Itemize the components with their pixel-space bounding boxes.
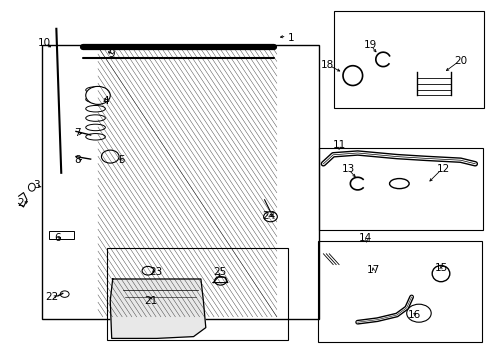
Text: 25: 25 bbox=[213, 267, 226, 277]
Text: 13: 13 bbox=[342, 164, 356, 174]
Ellipse shape bbox=[86, 87, 105, 93]
Text: 5: 5 bbox=[118, 155, 125, 165]
Text: 16: 16 bbox=[407, 310, 421, 320]
Text: 24: 24 bbox=[262, 211, 275, 221]
Text: 2: 2 bbox=[17, 198, 24, 208]
Ellipse shape bbox=[86, 96, 105, 103]
Ellipse shape bbox=[86, 124, 105, 131]
Text: 11: 11 bbox=[332, 140, 346, 150]
Circle shape bbox=[264, 212, 277, 222]
Text: 21: 21 bbox=[144, 296, 158, 306]
Text: 17: 17 bbox=[367, 265, 380, 275]
Text: 6: 6 bbox=[54, 233, 61, 243]
Text: 3: 3 bbox=[33, 180, 40, 190]
Text: 1: 1 bbox=[288, 33, 295, 43]
Text: 15: 15 bbox=[434, 263, 448, 273]
Text: 18: 18 bbox=[320, 60, 334, 70]
Text: 22: 22 bbox=[45, 292, 58, 302]
Text: 20: 20 bbox=[454, 56, 467, 66]
Ellipse shape bbox=[343, 66, 363, 85]
Ellipse shape bbox=[86, 115, 105, 121]
Ellipse shape bbox=[28, 183, 35, 191]
Ellipse shape bbox=[432, 266, 450, 282]
Ellipse shape bbox=[86, 134, 105, 140]
Polygon shape bbox=[110, 279, 206, 338]
Text: 23: 23 bbox=[149, 267, 163, 277]
Circle shape bbox=[60, 291, 69, 297]
Text: 4: 4 bbox=[102, 96, 109, 106]
Circle shape bbox=[101, 150, 119, 163]
Circle shape bbox=[215, 276, 226, 285]
Ellipse shape bbox=[390, 179, 409, 189]
Text: 9: 9 bbox=[108, 49, 115, 59]
Text: 10: 10 bbox=[38, 38, 50, 48]
Text: 8: 8 bbox=[74, 155, 81, 165]
Circle shape bbox=[86, 86, 110, 104]
FancyBboxPatch shape bbox=[49, 231, 74, 239]
Circle shape bbox=[407, 304, 431, 322]
Circle shape bbox=[142, 266, 154, 275]
Text: 12: 12 bbox=[437, 164, 450, 174]
Text: 19: 19 bbox=[363, 40, 377, 50]
Text: 14: 14 bbox=[358, 233, 372, 243]
Ellipse shape bbox=[86, 105, 105, 112]
Text: 7: 7 bbox=[74, 128, 81, 138]
